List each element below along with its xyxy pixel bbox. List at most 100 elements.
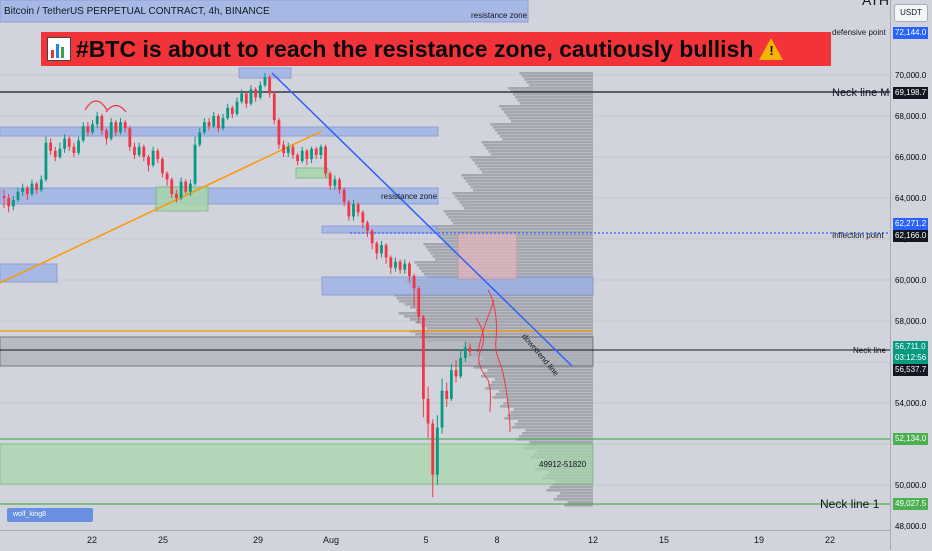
candle (44, 136, 48, 182)
volume-bar (470, 186, 593, 189)
candle (35, 181, 39, 194)
time-tick: 12 (587, 535, 599, 545)
author-badge[interactable]: wolf_king8 (7, 508, 93, 522)
volume-bar (503, 402, 593, 405)
price-tick: 66,000.0 (895, 153, 927, 162)
volume-bar (415, 333, 593, 336)
volume-bar (461, 174, 593, 177)
volume-bar (484, 372, 593, 375)
volume-bar (557, 495, 593, 498)
volume-bar (426, 327, 593, 330)
candle (291, 144, 295, 160)
volume-bar (477, 165, 593, 168)
volume-bar (464, 207, 593, 210)
volume-bar (495, 393, 593, 396)
candle (375, 241, 379, 260)
volume-bar (528, 84, 593, 87)
volume-bar (525, 429, 593, 432)
volume-bar (399, 300, 593, 303)
candle (282, 140, 285, 157)
volume-bar (481, 141, 593, 144)
candle (347, 200, 351, 221)
price-tick: 60,000.0 (895, 276, 927, 285)
candle (100, 113, 104, 135)
candle (95, 111, 99, 129)
resistance-zone-label: resistance zone (381, 192, 438, 201)
chart-area[interactable]: Bitcoin / TetherUS PERPETUAL CONTRACT, 4… (0, 0, 890, 530)
volume-bar (444, 240, 593, 243)
candle (175, 189, 178, 203)
volume-bar (485, 387, 593, 390)
candle (137, 142, 141, 157)
volume-bar (473, 189, 593, 192)
candle (86, 122, 90, 137)
volume-bar (415, 309, 593, 312)
candle (151, 146, 155, 168)
candle (235, 97, 239, 116)
candle (119, 118, 122, 135)
volume-bar (415, 321, 593, 324)
candle (417, 286, 421, 324)
volume-bar (481, 375, 593, 378)
candle (53, 146, 57, 162)
time-tick: 22 (86, 535, 98, 545)
volume-bar (519, 102, 593, 105)
candle (449, 364, 453, 401)
volume-bar (546, 489, 593, 492)
time-tick: 29 (252, 535, 264, 545)
candle (254, 87, 258, 102)
candle (398, 259, 402, 274)
volume-bar (510, 411, 593, 414)
neck-line-m-tag: 69,198.7 (893, 87, 929, 99)
volume-bar (519, 435, 593, 438)
candle (352, 200, 355, 221)
volume-bar (506, 399, 593, 402)
candle (263, 72, 267, 88)
projection-path-2 (487, 289, 511, 433)
volume-bar (492, 396, 593, 399)
volume-bar (511, 120, 593, 123)
volume-bar (508, 87, 593, 90)
candle (16, 187, 20, 203)
volume-bar (508, 117, 593, 120)
ath-label: ATH (862, 0, 889, 8)
neck-line-1-label: Neck line 1 (820, 497, 880, 511)
candle (328, 171, 332, 190)
volume-bar (504, 417, 593, 420)
downtrend-line (271, 72, 573, 367)
headline-text: #BTC is about to reach the resistance zo… (76, 35, 754, 62)
resistance-target-zone (321, 276, 594, 296)
neck-zone (0, 336, 594, 367)
candle (324, 144, 327, 178)
volume-bar (564, 504, 593, 507)
range-label: 49912-51820 (539, 460, 587, 469)
volume-bar (409, 318, 593, 321)
candle (272, 91, 276, 125)
inflection-upper-tag: 62,271.2 (893, 218, 929, 230)
candle (468, 343, 472, 356)
candlestick-chart[interactable] (0, 0, 890, 530)
candle (445, 382, 449, 408)
volume-bar (452, 222, 593, 225)
candle (21, 183, 25, 196)
volume-bar (518, 420, 593, 423)
inflection-point-label: Inflection point (832, 231, 884, 240)
volume-bar (479, 168, 593, 171)
volume-bar (466, 180, 593, 183)
volume-bar (457, 198, 593, 201)
time-tick: 5 (423, 535, 429, 545)
candle (412, 273, 416, 307)
volume-bar (473, 366, 593, 369)
candle (319, 144, 323, 160)
candle (249, 85, 253, 106)
volume-bar (506, 114, 593, 117)
resistance-zone (0, 187, 439, 205)
resistance-zone-top (0, 0, 529, 23)
volume-bar (492, 126, 593, 129)
price-axis[interactable]: 70,000.068,000.066,000.064,000.062,000.0… (890, 0, 932, 550)
currency-selector[interactable]: USDT (894, 4, 928, 22)
candle (366, 220, 369, 237)
candle (454, 359, 458, 383)
candle (305, 148, 309, 166)
time-axis[interactable]: 22 25 29 Aug 5 8 12 15 19 22 (0, 530, 890, 551)
